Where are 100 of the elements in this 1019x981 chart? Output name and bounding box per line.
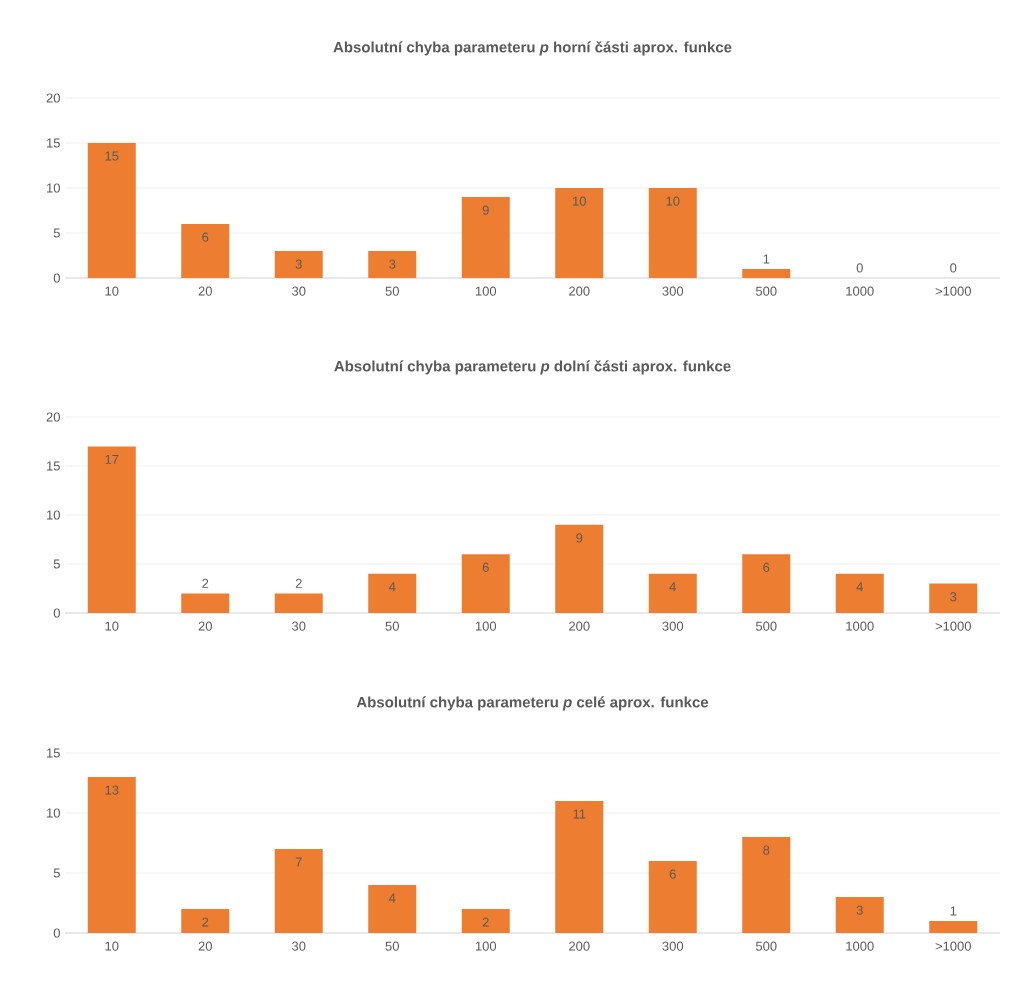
x-tick-label: 30 <box>292 621 306 631</box>
x-tick-label: 20 <box>198 286 212 296</box>
y-tick-label: 10 <box>47 808 60 818</box>
bar <box>648 573 697 613</box>
y-tick-label: 5 <box>53 559 60 569</box>
chart-title: Absolutní chyba parameteru p celé aprox. funkce <box>356 696 709 711</box>
data-label: 1 <box>950 906 957 916</box>
x-tick-label: 10 <box>105 941 119 951</box>
data-label: 2 <box>295 578 302 588</box>
data-label: 4 <box>388 893 396 903</box>
x-tick-label: 500 <box>755 941 777 951</box>
bar <box>87 446 136 613</box>
bar <box>461 908 510 933</box>
data-label: 6 <box>763 562 770 572</box>
chart-title: Absolutní chyba parameteru p horní části aprox. funkce <box>333 41 732 56</box>
y-tick-label: 10 <box>47 183 60 193</box>
data-label: 2 <box>202 578 209 588</box>
bar <box>274 593 323 613</box>
chart-title: Absolutní chyba parameteru p dolní části aprox. funkce <box>334 360 731 375</box>
bar <box>555 800 604 933</box>
x-tick-label: 100 <box>475 941 497 951</box>
x-tick-label: 50 <box>385 941 399 951</box>
y-tick-label: 15 <box>47 461 60 471</box>
bar <box>648 187 697 278</box>
data-label: 3 <box>389 259 396 269</box>
x-tick-label: 100 <box>475 286 497 296</box>
x-tick-label: 30 <box>292 286 306 296</box>
x-tick-label: 10 <box>105 286 119 296</box>
y-tick-label: 0 <box>53 608 60 618</box>
y-tick-label: 15 <box>47 138 60 148</box>
bar <box>835 896 884 933</box>
data-label: 2 <box>482 917 489 927</box>
data-label: 3 <box>856 905 863 915</box>
bar <box>648 860 697 933</box>
y-tick-label: 5 <box>53 228 60 238</box>
data-label: 6 <box>202 232 209 242</box>
data-label: 1 <box>763 254 770 264</box>
x-tick-label: 50 <box>385 621 399 631</box>
x-tick-label: 200 <box>569 621 590 631</box>
data-label: 17 <box>105 454 119 464</box>
data-label: 4 <box>669 582 676 592</box>
bar <box>368 573 417 613</box>
x-tick-label: 10 <box>105 621 119 631</box>
bar <box>87 142 136 278</box>
bar <box>368 250 417 278</box>
x-tick-label: 200 <box>569 286 590 296</box>
data-label: 6 <box>482 562 489 572</box>
data-label: 8 <box>763 845 770 855</box>
x-tick-label: 500 <box>755 621 777 631</box>
y-tick-label: 20 <box>46 93 60 103</box>
bar <box>835 573 884 613</box>
bar <box>742 554 791 613</box>
y-tick-label: 5 <box>53 868 60 878</box>
x-tick-label: 300 <box>662 286 684 296</box>
bar <box>181 223 230 278</box>
y-tick-label: 20 <box>46 412 60 422</box>
x-tick-label: 200 <box>569 941 590 951</box>
x-tick-label: 100 <box>475 621 497 631</box>
x-tick-label: 20 <box>198 621 212 631</box>
x-tick-label: 300 <box>662 941 684 951</box>
y-tick-label: 15 <box>47 748 60 758</box>
bar <box>274 250 323 278</box>
x-tick-label: 30 <box>292 941 306 951</box>
data-label: 2 <box>202 917 209 927</box>
data-label: 0 <box>856 263 863 273</box>
data-label: 9 <box>576 533 583 543</box>
bar <box>929 583 978 613</box>
x-tick-label: 1000 <box>846 621 874 631</box>
bar <box>181 593 230 613</box>
data-label: 4 <box>388 582 396 592</box>
data-label: 15 <box>105 151 119 161</box>
x-tick-label: >1000 <box>935 286 971 296</box>
bar <box>461 554 510 613</box>
x-tick-label: 50 <box>385 286 399 296</box>
bar <box>555 187 604 278</box>
data-label: 6 <box>669 869 676 879</box>
data-label: 9 <box>482 205 489 215</box>
x-tick-label: 20 <box>198 941 212 951</box>
bar <box>742 268 791 278</box>
y-tick-label: 0 <box>53 273 60 283</box>
data-label: 4 <box>856 582 863 592</box>
bar <box>555 524 604 613</box>
y-tick-label: 0 <box>53 928 60 938</box>
data-label: 13 <box>105 785 119 795</box>
bar <box>87 776 136 933</box>
data-label: 7 <box>295 857 302 867</box>
data-label: 3 <box>295 259 302 269</box>
bar <box>461 196 510 278</box>
data-label: 0 <box>950 263 957 273</box>
data-label: 3 <box>950 592 957 602</box>
x-tick-label: 500 <box>755 286 777 296</box>
bar <box>742 836 791 933</box>
x-tick-label: 1000 <box>846 286 874 296</box>
bar <box>181 908 230 933</box>
y-tick-label: 10 <box>47 510 60 520</box>
bar <box>368 884 417 933</box>
data-label: 10 <box>666 196 680 206</box>
bar <box>929 920 978 933</box>
x-tick-label: >1000 <box>935 941 971 951</box>
x-tick-label: 1000 <box>846 941 874 951</box>
